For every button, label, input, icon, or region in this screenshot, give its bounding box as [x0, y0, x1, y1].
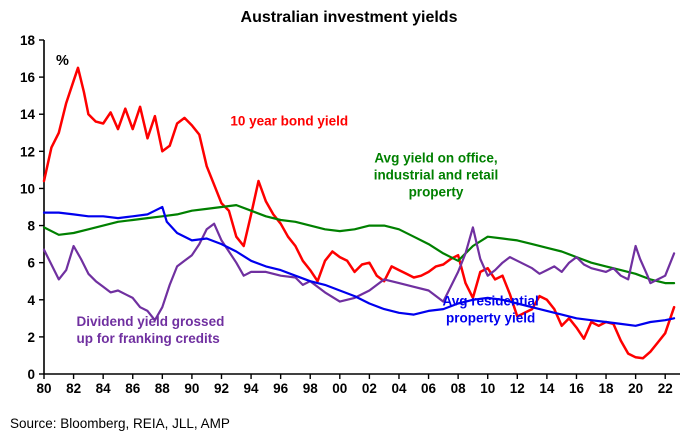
x-tick-label: 04 [391, 381, 407, 396]
x-tick-label: 00 [332, 381, 347, 396]
y-tick-label: 0 [27, 367, 35, 382]
x-tick-label: 96 [273, 381, 289, 396]
series-line-2 [42, 222, 676, 322]
y-tick-label: 10 [20, 181, 35, 196]
y-tick-label: 12 [20, 144, 35, 159]
chart-annotation-3: Avg residential property yield [443, 293, 539, 325]
x-tick-label: 84 [96, 381, 112, 396]
x-tick-label: 14 [539, 381, 555, 396]
chart-annotation-0: 10 year bond yield [230, 113, 348, 128]
x-tick-label: 94 [244, 381, 260, 396]
x-tick-label: 20 [628, 381, 643, 396]
y-tick-label: 18 [20, 33, 36, 48]
x-tick-label: 22 [658, 381, 673, 396]
x-tick-label: 92 [214, 381, 229, 396]
series-line-1 [42, 204, 676, 285]
x-tick-label: 10 [480, 381, 495, 396]
x-tick-label: 88 [155, 381, 171, 396]
y-tick-label: 6 [27, 256, 35, 271]
x-tick-label: 08 [451, 381, 467, 396]
x-tick-label: 02 [362, 381, 377, 396]
chart-annotation-1: Avg yield on office, industrial and retai… [374, 150, 499, 199]
x-tick-label: 12 [510, 381, 525, 396]
x-tick-label: 80 [36, 381, 51, 396]
y-tick-label: 8 [27, 219, 35, 234]
chart-annotation-2: Dividend yield grossed up for franking cr… [77, 314, 225, 346]
y-tick-label: 14 [20, 107, 36, 122]
x-tick-label: 86 [125, 381, 141, 396]
series-line-0 [42, 66, 676, 360]
series-line-3 [42, 205, 676, 327]
y-tick-label: 16 [20, 70, 36, 85]
percent-label: % [56, 53, 69, 69]
x-tick-label: 98 [303, 381, 319, 396]
y-tick-label: 2 [27, 330, 35, 345]
y-tick-label: 4 [27, 293, 35, 308]
chart-title: Australian investment yields [240, 9, 458, 26]
x-tick-label: 16 [569, 381, 585, 396]
source-note: Source: Bloomberg, REIA, JLL, AMP [10, 416, 230, 431]
x-tick-label: 90 [184, 381, 199, 396]
x-tick-label: 06 [421, 381, 437, 396]
x-tick-label: 18 [599, 381, 615, 396]
x-tick-label: 82 [66, 381, 81, 396]
